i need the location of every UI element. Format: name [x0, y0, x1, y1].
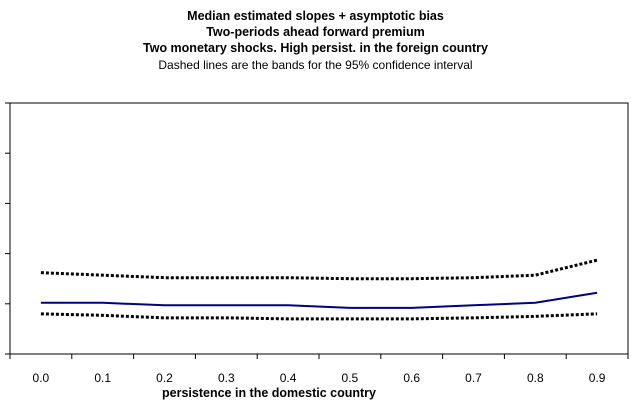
x-tick-label: 0.1	[94, 371, 111, 385]
chart-subtitle-1: Two-periods ahead forward premium	[206, 25, 425, 39]
x-tick-label: 0.3	[218, 371, 235, 385]
chart-note: Dashed lines are the bands for the 95% c…	[158, 58, 473, 72]
x-tick-label: 0.6	[403, 371, 420, 385]
median-slope-line	[40, 291, 598, 309]
x-tick-label: 0.8	[527, 371, 544, 385]
chart-subtitle-2: Two monetary shocks. High persist. in th…	[143, 41, 488, 55]
chart-title: Median estimated slopes + asymptotic bia…	[187, 9, 444, 23]
x-tick-label: 0.0	[33, 371, 50, 385]
x-axis-label: persistence in the domestic country	[162, 386, 376, 400]
x-tick-label: 0.4	[280, 371, 297, 385]
confidence-band-line	[40, 312, 598, 321]
x-tick-label: 0.5	[342, 371, 359, 385]
x-tick-label: 0.9	[589, 371, 606, 385]
x-tick-label: 0.7	[465, 371, 482, 385]
x-tick-label: 0.2	[156, 371, 173, 385]
confidence-band-line	[40, 258, 598, 281]
